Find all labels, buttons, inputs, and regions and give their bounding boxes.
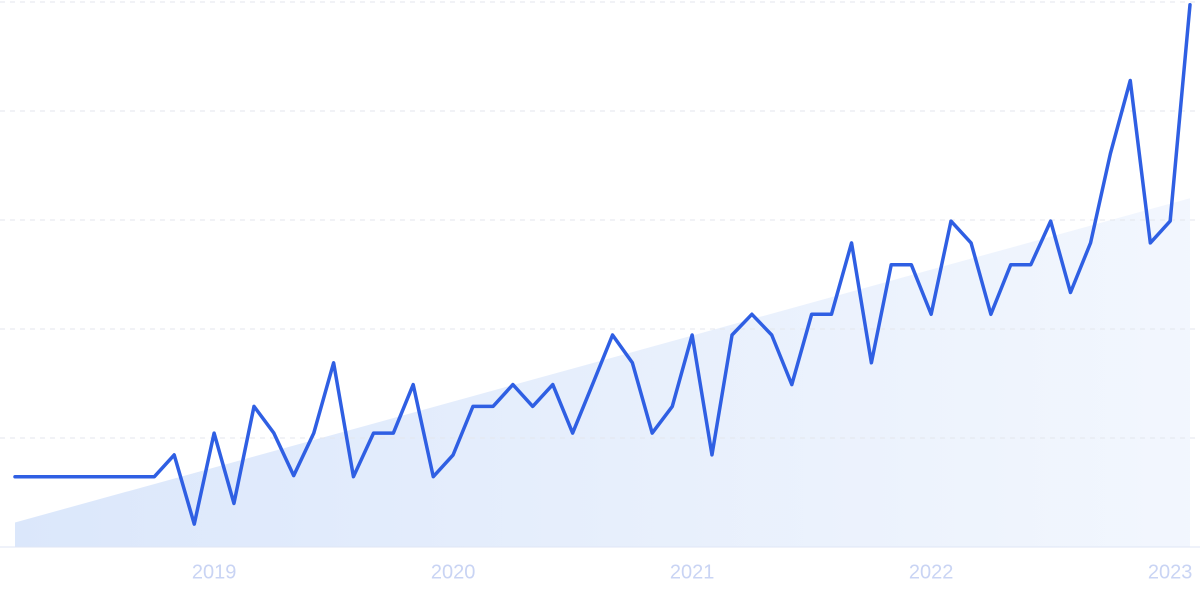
x-tick-label: 2022: [909, 561, 954, 583]
x-tick-label: 2019: [192, 561, 237, 583]
data-line: [13, 2, 1192, 526]
x-tick-label: 2020: [431, 561, 476, 583]
x-tick-label: 2021: [670, 561, 715, 583]
trend-area: [15, 198, 1190, 547]
x-tick-label: 2023: [1148, 561, 1193, 583]
